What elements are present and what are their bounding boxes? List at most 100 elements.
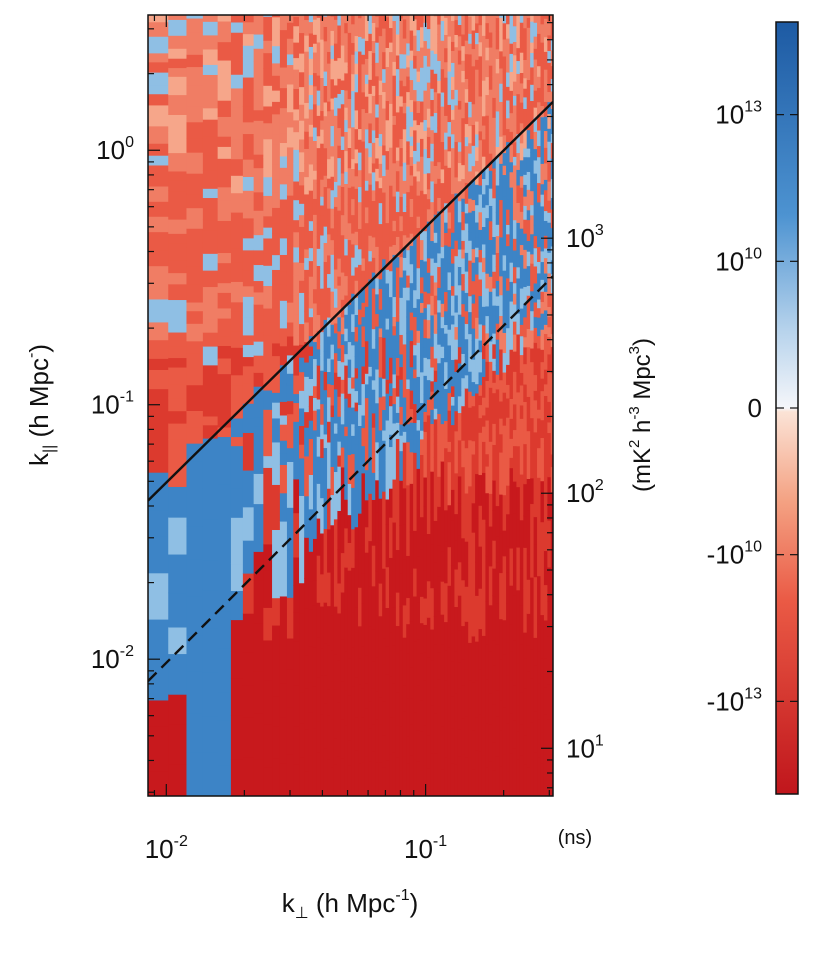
heatmap-cell xyxy=(457,35,462,51)
heatmap-cell xyxy=(333,422,338,434)
heatmap-cell xyxy=(253,758,264,796)
heatmap-cell xyxy=(409,667,414,699)
heatmap-cell xyxy=(293,180,300,201)
heatmap-cell xyxy=(358,309,363,325)
heatmap-cell xyxy=(364,180,369,191)
heatmap-cell xyxy=(399,165,404,181)
heatmap-cell xyxy=(389,753,394,796)
heatmap-cell xyxy=(447,104,452,123)
heatmap-cell xyxy=(444,372,449,389)
heatmap-cell xyxy=(371,427,376,473)
heatmap-cell xyxy=(312,538,318,581)
heatmap-cell xyxy=(168,170,188,181)
heatmap-cell xyxy=(502,115,507,136)
heatmap-cell xyxy=(492,134,497,146)
heatmap-cell xyxy=(547,353,552,372)
heatmap-cell xyxy=(272,297,281,308)
heatmap-cell xyxy=(413,196,418,218)
heatmap-cell xyxy=(279,492,288,522)
heatmap-cell xyxy=(279,345,288,366)
heatmap-cell xyxy=(399,297,404,315)
heatmap-cell xyxy=(304,257,310,270)
heatmap-cell xyxy=(242,149,255,160)
heatmap-cell xyxy=(299,226,305,248)
heatmap-cell xyxy=(502,184,507,197)
heatmap-cell xyxy=(543,15,548,19)
heatmap-cell xyxy=(230,74,244,89)
heatmap-cell xyxy=(312,85,318,105)
heatmap-cell xyxy=(148,164,169,187)
heatmap-cell xyxy=(413,270,418,291)
heatmap-cell xyxy=(371,225,376,238)
heatmap-cell xyxy=(364,128,369,149)
heatmap-cell xyxy=(433,232,438,243)
heatmap-cell xyxy=(330,614,335,651)
heatmap-cell xyxy=(533,76,538,91)
heatmap-cell xyxy=(312,170,318,180)
heatmap-cell xyxy=(337,230,342,249)
heatmap-cell xyxy=(471,596,476,637)
heatmap-cell xyxy=(502,134,507,154)
heatmap-cell xyxy=(485,115,490,125)
heatmap-cell xyxy=(516,184,521,203)
heatmap-cell xyxy=(495,280,500,297)
heatmap-cell xyxy=(488,402,493,424)
heatmap-cell xyxy=(506,770,511,796)
heatmap-cell xyxy=(330,108,335,127)
heatmap-cell xyxy=(464,716,469,758)
heatmap-cell xyxy=(499,658,504,701)
heatmap-cell xyxy=(450,76,456,90)
heatmap-cell xyxy=(327,63,332,85)
heatmap-cell xyxy=(423,421,428,432)
heatmap-cell xyxy=(286,507,294,551)
heatmap-cell xyxy=(389,195,394,210)
heatmap-cell xyxy=(454,693,459,722)
heatmap-cell xyxy=(293,219,300,233)
heatmap-cell xyxy=(316,90,321,106)
heatmap-cell xyxy=(526,27,531,41)
heatmap-cell xyxy=(186,751,204,796)
heatmap-cell xyxy=(286,22,294,39)
heatmap-cell xyxy=(358,425,363,444)
heatmap-cell xyxy=(447,380,452,394)
heatmap-cell xyxy=(495,305,500,324)
heatmap-cell xyxy=(148,143,169,156)
heatmap-cell xyxy=(392,478,397,523)
heatmap-cell xyxy=(506,454,511,486)
heatmap-cell xyxy=(433,333,438,347)
heatmap-cell xyxy=(533,36,538,49)
heatmap-cell xyxy=(547,50,552,63)
heatmap-cell xyxy=(543,443,548,491)
heatmap-cell xyxy=(354,356,359,369)
heatmap-cell xyxy=(530,678,535,723)
heatmap-cell xyxy=(340,196,345,216)
heatmap-cell xyxy=(492,332,497,345)
heatmap-cell xyxy=(523,233,528,250)
heatmap-cell xyxy=(375,718,380,763)
heatmap-cell xyxy=(308,163,314,182)
heatmap-cell xyxy=(279,401,288,416)
heatmap-cell xyxy=(533,159,538,174)
heatmap-cell xyxy=(148,726,169,772)
heatmap-cell xyxy=(217,611,232,649)
heatmap-cell xyxy=(485,332,490,345)
heatmap-cell xyxy=(202,715,219,753)
heatmap-cell xyxy=(316,636,321,678)
heatmap-cell xyxy=(416,638,421,686)
heatmap-cell xyxy=(368,33,373,52)
heatmap-cell xyxy=(385,100,390,121)
heatmap-cell xyxy=(217,764,232,796)
heatmap-cell xyxy=(186,17,204,33)
heatmap-cell xyxy=(523,363,528,385)
heatmap-cell xyxy=(344,15,349,24)
heatmap-cell xyxy=(354,427,359,445)
heatmap-cell xyxy=(202,219,219,231)
heatmap-cell xyxy=(519,644,524,693)
heatmap-cell xyxy=(312,358,318,371)
heatmap-cell xyxy=(354,390,359,403)
heatmap-cell xyxy=(406,378,411,390)
heatmap-cell xyxy=(385,419,390,441)
heatmap-cell xyxy=(168,486,188,518)
heatmap-cell xyxy=(392,244,397,255)
heatmap-cell xyxy=(464,40,469,55)
